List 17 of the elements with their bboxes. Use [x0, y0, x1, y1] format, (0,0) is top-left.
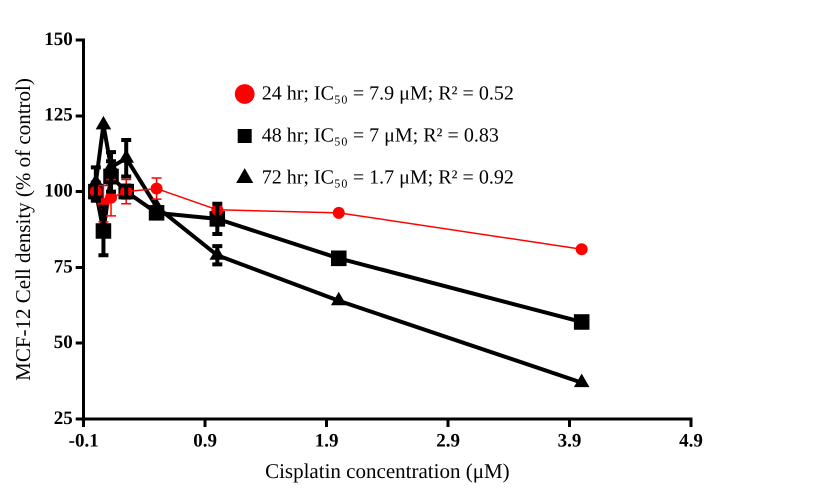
y-tick-label: 125: [44, 104, 73, 126]
y-tick-label: 100: [44, 180, 73, 202]
y-tick-label: 150: [44, 28, 73, 50]
x-tick-label: 3.9: [558, 430, 582, 452]
x-tick-label: 0.9: [193, 430, 218, 452]
y-tick-label: 25: [54, 408, 73, 429]
y-axis-title: MCF-12 Cell density (% of control): [11, 78, 36, 381]
x-axis-title: Cisplatin concentration (μM): [265, 458, 510, 483]
y-tick-label: 75: [54, 256, 73, 278]
legend-label: 72 hr; IC₅₀ = 1.7 μM; R² = 0.92: [262, 166, 514, 188]
x-tick-label: 1.9: [314, 430, 338, 452]
legend-label: 24 hr; IC₅₀ = 7.9 μM; R² = 0.52: [262, 82, 514, 104]
legend-label: 48 hr; IC₅₀ = 7 μM; R² = 0.83: [262, 124, 499, 146]
x-tick-label: 4.9: [679, 430, 703, 452]
y-tick-label: 50: [54, 332, 73, 354]
x-tick-label: 2.9: [436, 430, 460, 452]
x-tick-label: -0.1: [68, 430, 99, 452]
